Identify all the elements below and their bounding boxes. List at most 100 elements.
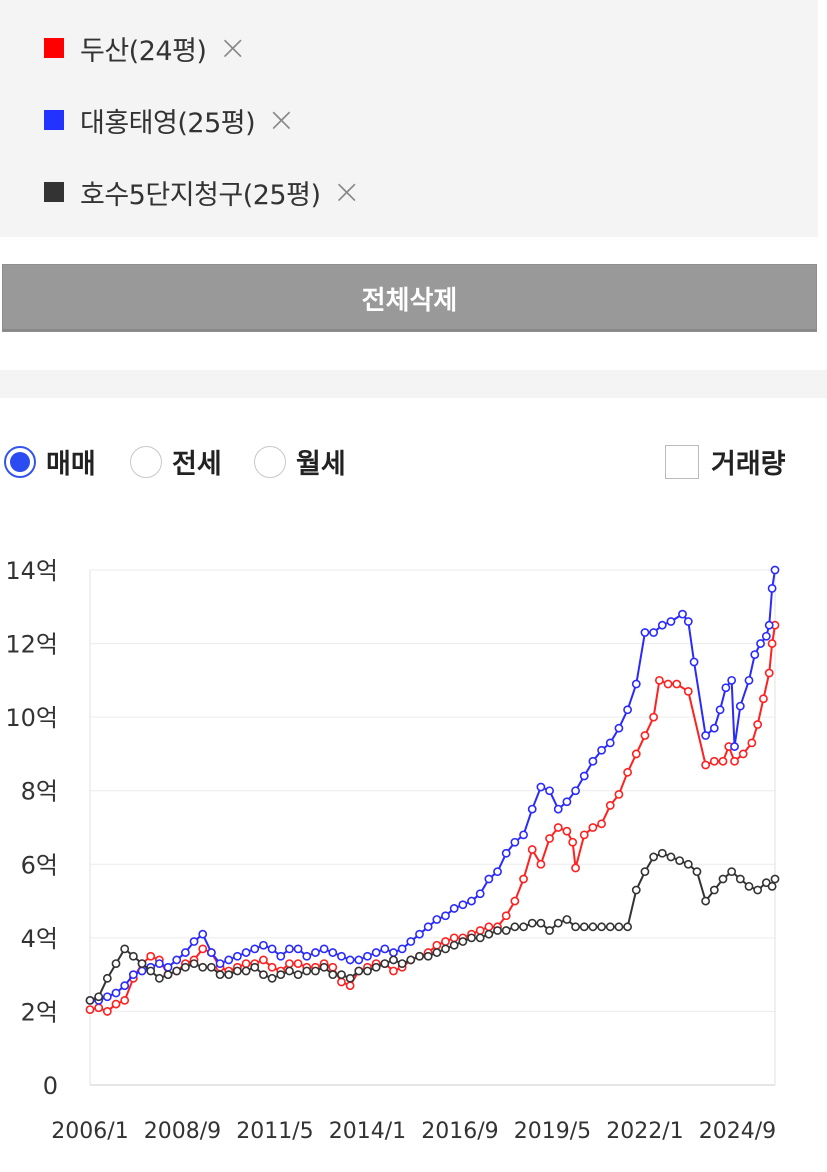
data-point <box>683 686 693 696</box>
data-point <box>259 940 268 950</box>
data-point <box>510 922 520 932</box>
data-point <box>744 881 754 891</box>
data-point <box>709 723 719 733</box>
data-point <box>345 955 355 965</box>
data-point <box>354 966 364 976</box>
data-point <box>666 617 676 626</box>
data-point <box>770 874 780 884</box>
data-point <box>553 918 563 928</box>
data-point <box>111 999 121 1009</box>
radio-sale[interactable]: 매매 <box>4 442 96 481</box>
x-tick-label: 2016/9 <box>421 1119 498 1144</box>
data-point <box>120 981 130 991</box>
data-point <box>562 797 572 807</box>
data-point <box>475 933 485 943</box>
data-point <box>389 948 398 957</box>
data-point <box>666 852 676 862</box>
data-point <box>319 944 329 954</box>
data-point <box>579 830 589 840</box>
data-point <box>562 826 572 836</box>
data-point <box>744 675 754 685</box>
data-point <box>527 845 537 854</box>
radio-monthly-rent[interactable]: 월세 <box>254 442 346 481</box>
data-point <box>406 955 416 965</box>
data-point <box>224 970 234 980</box>
data-point <box>721 683 731 693</box>
data-point <box>102 973 112 983</box>
data-point <box>128 970 138 980</box>
complex-name: 두산(24평) <box>80 35 207 67</box>
data-point <box>614 723 624 733</box>
data-point <box>519 922 528 932</box>
data-point <box>568 837 578 847</box>
complex-name: 호수5단지청구(25평) <box>80 179 321 211</box>
y-tick-label: 6억 <box>21 851 58 879</box>
data-point <box>467 933 476 943</box>
data-point <box>241 959 251 969</box>
radio-label: 전세 <box>172 449 222 480</box>
data-point <box>397 959 407 969</box>
data-point <box>215 959 225 969</box>
data-point <box>137 966 147 976</box>
data-point <box>345 981 355 991</box>
checkbox-label: 거래량 <box>711 449 786 480</box>
x-tick-label: 2022/1 <box>606 1119 683 1144</box>
data-point <box>354 955 364 965</box>
radio-unselected-icon <box>130 445 162 478</box>
data-point <box>631 749 641 759</box>
data-point <box>718 874 728 884</box>
data-point <box>371 962 381 972</box>
data-point <box>764 620 774 630</box>
data-point <box>588 823 598 832</box>
data-point <box>215 970 225 980</box>
close-icon[interactable]: × <box>332 172 361 212</box>
data-point <box>380 959 390 969</box>
data-point <box>206 962 216 972</box>
data-point <box>328 962 338 972</box>
data-point <box>432 940 442 950</box>
data-point <box>449 904 459 913</box>
data-point <box>605 738 615 748</box>
data-point <box>189 959 199 969</box>
data-point <box>657 620 667 630</box>
data-point <box>475 889 485 899</box>
data-point <box>172 966 182 976</box>
data-point <box>285 959 294 969</box>
data-point <box>588 922 598 932</box>
radio-jeonse[interactable]: 전세 <box>130 442 222 481</box>
data-point <box>536 859 546 869</box>
data-point <box>597 922 606 932</box>
data-point <box>293 959 303 969</box>
data-point <box>510 837 520 847</box>
data-point <box>111 988 121 998</box>
data-point <box>579 922 589 932</box>
data-point <box>759 694 768 704</box>
data-point <box>701 896 711 906</box>
data-point <box>545 834 554 843</box>
volume-checkbox[interactable]: 거래량 <box>665 442 786 481</box>
data-point <box>198 929 208 939</box>
data-point <box>319 962 329 972</box>
data-point <box>764 668 774 678</box>
close-icon[interactable]: × <box>267 100 296 140</box>
data-point <box>406 937 416 946</box>
color-swatch <box>44 182 64 202</box>
data-point <box>241 948 251 957</box>
close-icon[interactable]: × <box>218 28 247 68</box>
data-point <box>510 896 520 906</box>
data-point <box>120 944 130 954</box>
data-point <box>753 720 763 729</box>
data-point <box>233 966 242 976</box>
data-point <box>623 705 632 715</box>
data-point <box>484 922 494 932</box>
section-divider <box>0 370 827 398</box>
y-tick-label: 0 <box>43 1072 58 1100</box>
data-point <box>571 863 580 873</box>
delete-all-button[interactable]: 전체삭제 <box>2 264 817 332</box>
color-swatch <box>44 110 64 130</box>
data-point <box>501 926 511 935</box>
data-point <box>640 867 650 877</box>
data-point <box>94 992 104 1002</box>
data-point <box>337 970 346 980</box>
data-point <box>111 959 121 969</box>
